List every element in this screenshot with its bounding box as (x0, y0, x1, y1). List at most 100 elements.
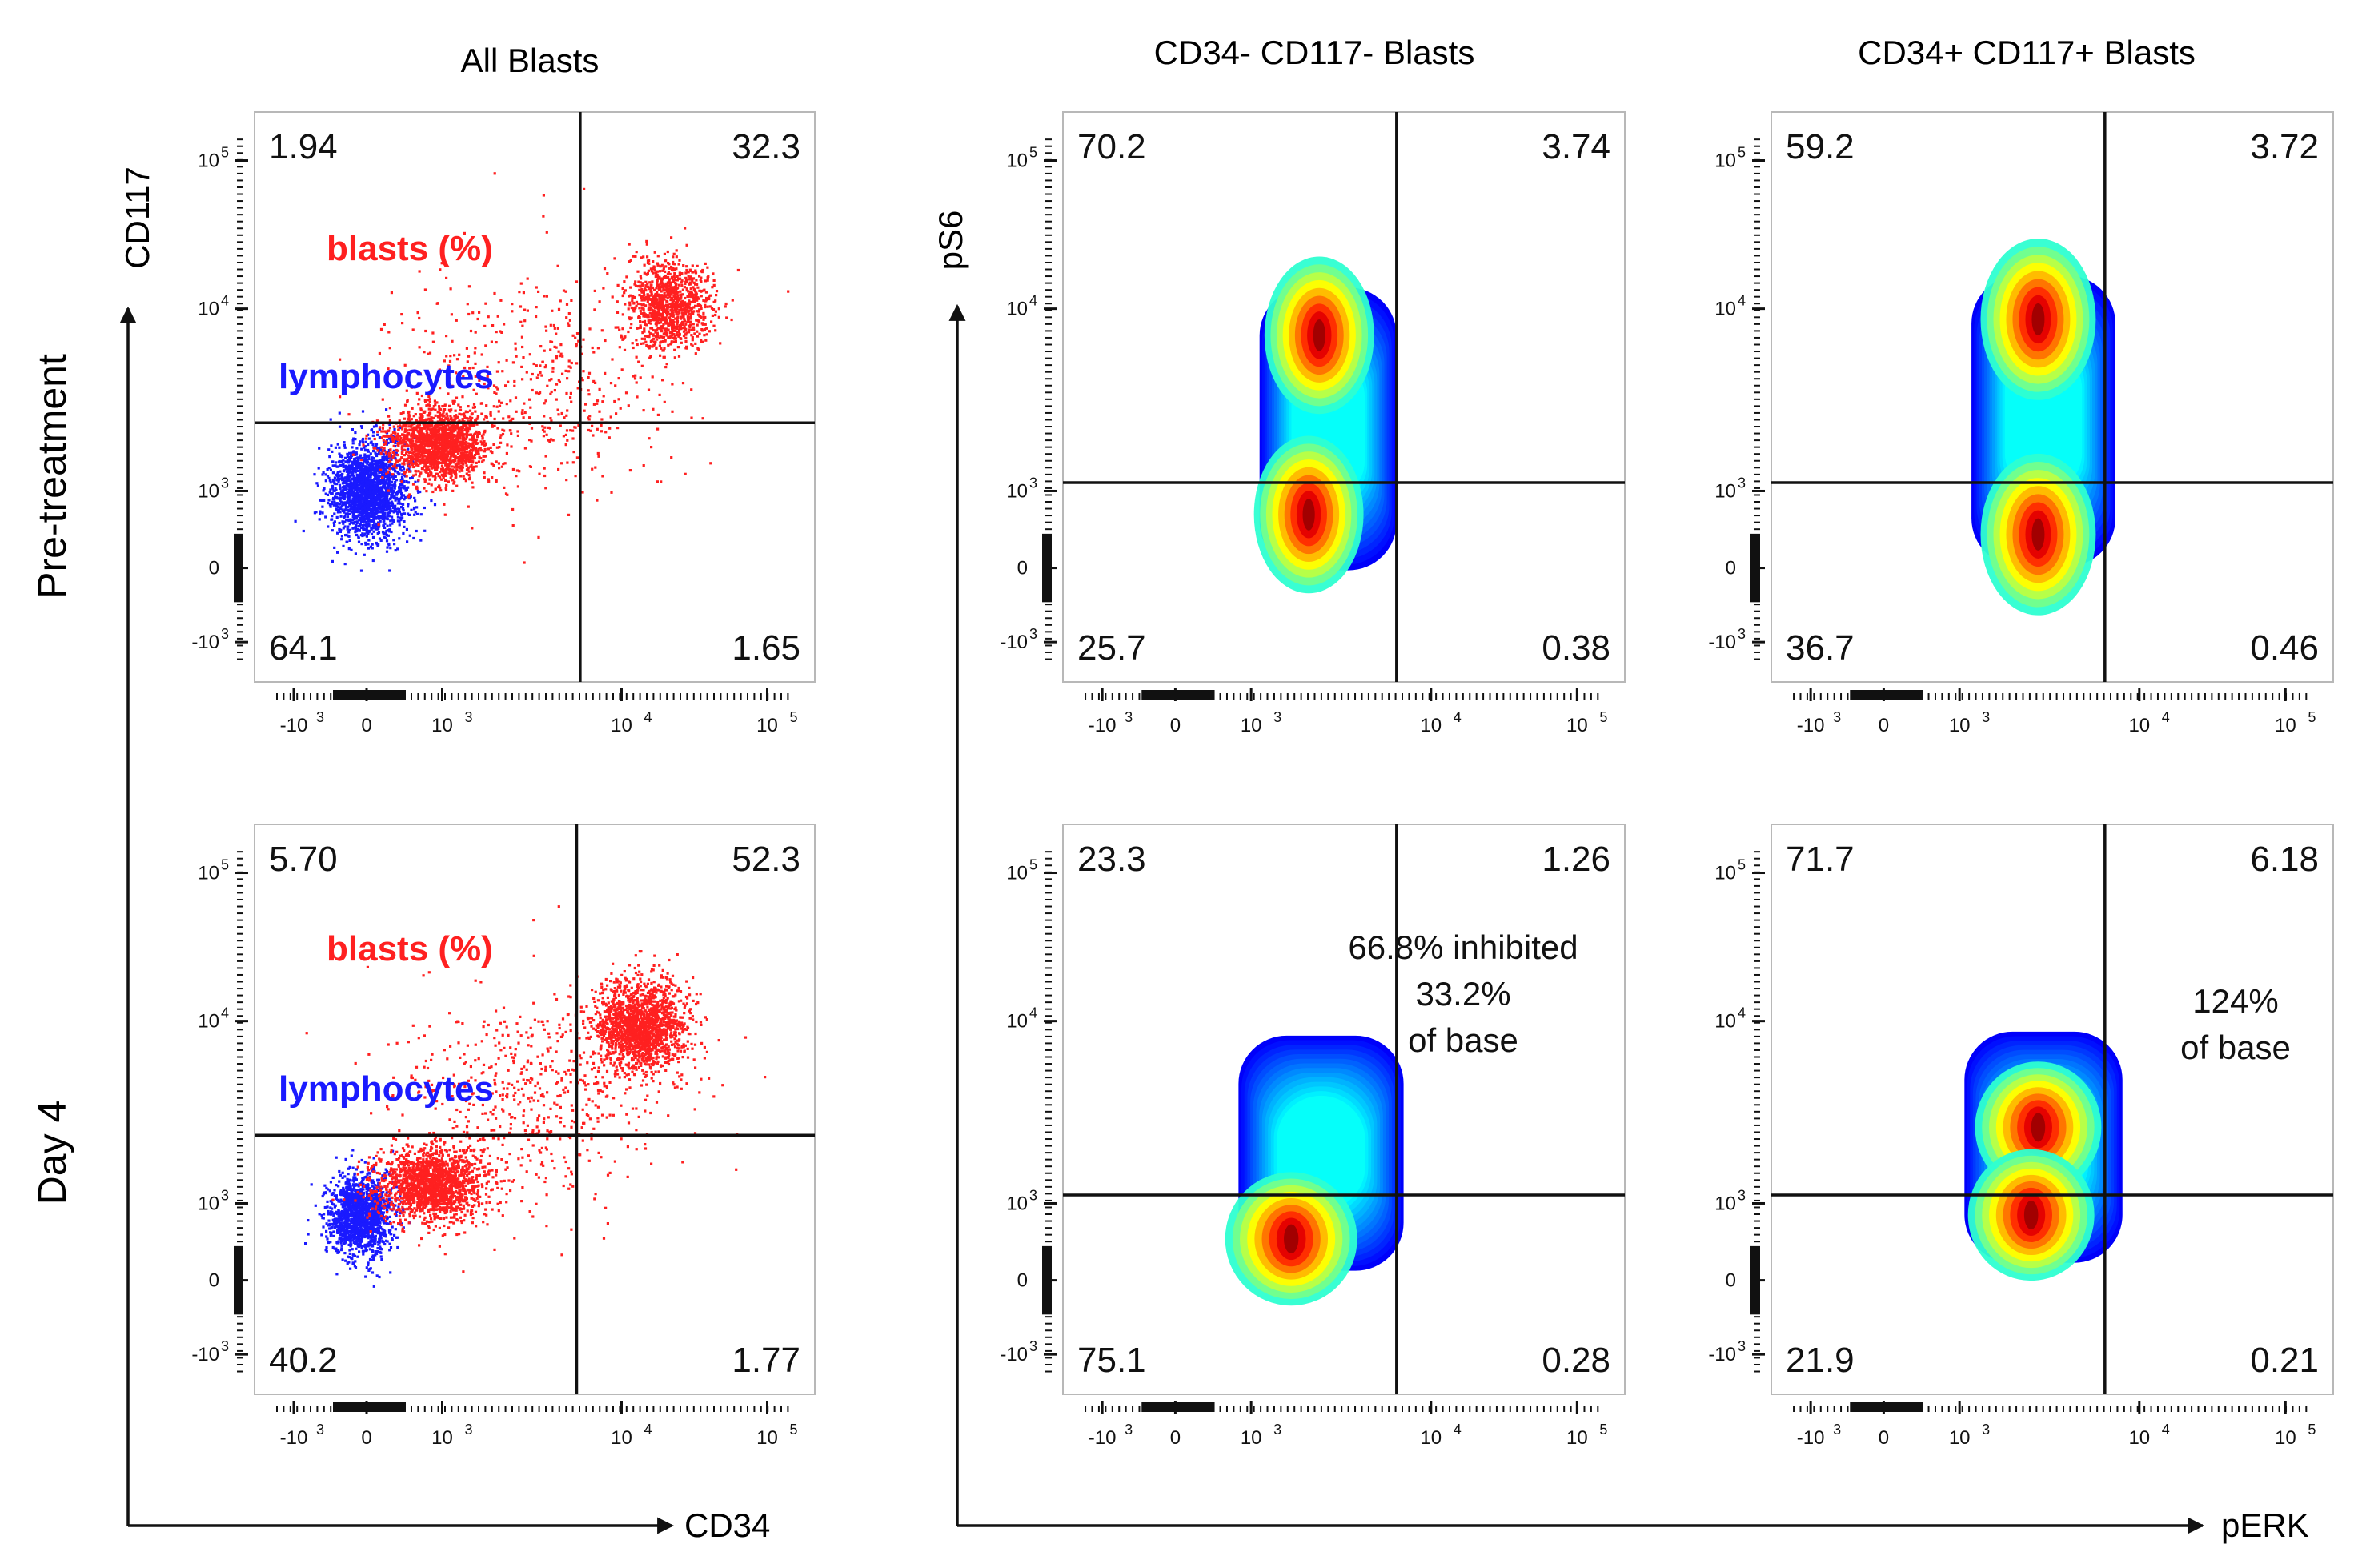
cd34-axis-label: CD34 (684, 1506, 770, 1544)
y-tick-label: 10 (198, 150, 219, 172)
y-tick-exponent: 5 (221, 145, 229, 161)
quadrant-lower-left: 36.7 (1786, 628, 1855, 668)
y-tick-exponent: 3 (1738, 1187, 1746, 1203)
column-title-cd34neg-cd117neg: CD34- CD117- Blasts (1154, 34, 1475, 71)
x-tick-exponent: 3 (1125, 1422, 1133, 1438)
x-tick-label: 10 (1949, 715, 1971, 736)
y-tick-label: -10 (1000, 632, 1028, 653)
plot-area (304, 905, 767, 1288)
y-tick-exponent: 3 (1029, 1187, 1037, 1203)
lymphocytes-annotation: lymphocytes (279, 1069, 494, 1109)
quadrant-upper-right: 1.26 (1542, 840, 1610, 879)
x-tick-label: 10 (1949, 1427, 1971, 1449)
y-tick-label: -10 (1000, 1344, 1028, 1365)
x-tick-label: -10 (1089, 715, 1117, 736)
x-tick-label: 10 (2275, 715, 2296, 736)
density-contours (1253, 256, 1397, 594)
y-tick-label: -10 (191, 632, 219, 653)
blasts-population (305, 905, 767, 1273)
blasts-population (596, 227, 740, 377)
quadrant-upper-right: 3.74 (1542, 127, 1610, 166)
y-tick-label: -10 (1708, 632, 1736, 653)
effect-annotation-line: 124% (2192, 982, 2278, 1020)
x-tick-label: 10 (1241, 1427, 1262, 1449)
x-tick-label: 10 (756, 1427, 778, 1449)
x-tick-exponent: 5 (790, 709, 798, 725)
y-tick-label: 10 (1006, 1011, 1028, 1033)
quadrant-lower-left: 64.1 (269, 628, 338, 668)
x-tick-exponent: 3 (1833, 709, 1841, 725)
y-tick-exponent: 3 (1738, 626, 1746, 642)
y-tick-exponent: 4 (221, 1005, 229, 1021)
column-title-all-blasts: All Blasts (461, 42, 600, 79)
y-tick-exponent: 5 (1029, 857, 1037, 873)
x-tick-exponent: 3 (1982, 709, 1990, 725)
x-tick-label: 0 (361, 715, 371, 736)
blasts-annotation: blasts (%) (327, 929, 493, 968)
y-tick-exponent: 3 (1738, 475, 1746, 491)
quadrant-lower-right: 1.77 (732, 1341, 800, 1380)
y-tick-label: 0 (1726, 1270, 1736, 1292)
quadrant-lower-right: 1.65 (732, 628, 800, 668)
y-tick-label: 10 (1714, 1193, 1736, 1214)
row-label-day-4: Day 4 (30, 1101, 74, 1205)
x-tick-exponent: 3 (316, 1422, 324, 1438)
x-tick-exponent: 3 (1982, 1422, 1990, 1438)
x-tick-exponent: 5 (2308, 709, 2316, 725)
row-label-pre-treatment: Pre-treatment (30, 354, 74, 599)
quadrant-lower-right: 0.28 (1542, 1341, 1610, 1380)
perk-axis-label: pERK (2221, 1506, 2309, 1544)
quadrant-upper-right: 3.72 (2250, 127, 2319, 166)
quadrant-upper-left: 23.3 (1077, 840, 1146, 879)
y-tick-exponent: 5 (1738, 145, 1746, 161)
y-tick-label: 0 (209, 1270, 219, 1292)
quadrant-upper-left: 71.7 (1786, 840, 1855, 879)
axis-ticks (235, 138, 789, 701)
quadrant-lower-left: 75.1 (1077, 1341, 1146, 1380)
axis-ticks (1044, 851, 1599, 1414)
y-tick-exponent: 3 (221, 1338, 229, 1354)
x-tick-exponent: 4 (644, 1422, 652, 1438)
x-tick-exponent: 3 (316, 709, 324, 725)
y-tick-label: 10 (1006, 863, 1028, 884)
y-tick-label: 0 (1726, 558, 1736, 579)
ps6-axis-label: pS6 (932, 211, 969, 271)
x-tick-label: 10 (431, 1427, 453, 1449)
x-tick-exponent: 3 (1273, 1422, 1281, 1438)
y-tick-label: 10 (1006, 299, 1028, 320)
x-tick-exponent: 5 (1599, 1422, 1607, 1438)
x-tick-label: 10 (431, 715, 453, 736)
y-tick-label: 10 (1006, 150, 1028, 172)
panel-5: 23.3 1.26 75.1 0.28 66.8% inhibited 33.2% of b… (1000, 824, 1626, 1449)
y-tick-exponent: 3 (221, 1187, 229, 1203)
effect-annotation-line: 33.2% (1415, 975, 1510, 1013)
y-tick-label: -10 (191, 1344, 219, 1365)
lymphocytes-annotation: lymphocytes (279, 357, 494, 396)
x-tick-label: -10 (1797, 715, 1825, 736)
y-tick-label: 10 (1714, 150, 1736, 172)
axis-ticks (1044, 138, 1599, 701)
y-tick-exponent: 3 (1738, 1338, 1746, 1354)
quadrant-upper-left: 59.2 (1786, 127, 1855, 166)
x-tick-label: 0 (1879, 715, 1889, 736)
lymphocytes-population (294, 408, 437, 572)
quadrant-upper-left: 5.70 (269, 840, 338, 879)
x-tick-label: 10 (611, 715, 632, 736)
y-tick-label: -10 (1708, 1344, 1736, 1365)
y-tick-exponent: 3 (1029, 626, 1037, 642)
x-tick-exponent: 5 (1599, 709, 1607, 725)
plot-area (1971, 239, 2115, 616)
plot-area (1964, 1031, 2123, 1281)
density-contours (1971, 239, 2115, 616)
y-tick-exponent: 3 (1029, 1338, 1037, 1354)
x-tick-exponent: 4 (2162, 709, 2170, 725)
x-tick-label: 10 (2275, 1427, 2296, 1449)
x-tick-label: -10 (1797, 1427, 1825, 1449)
y-tick-exponent: 3 (221, 475, 229, 491)
blasts-annotation: blasts (%) (327, 229, 493, 268)
column-title-cd34pos-cd117pos: CD34+ CD117+ Blasts (1858, 34, 2196, 71)
y-tick-label: 10 (198, 1193, 219, 1214)
